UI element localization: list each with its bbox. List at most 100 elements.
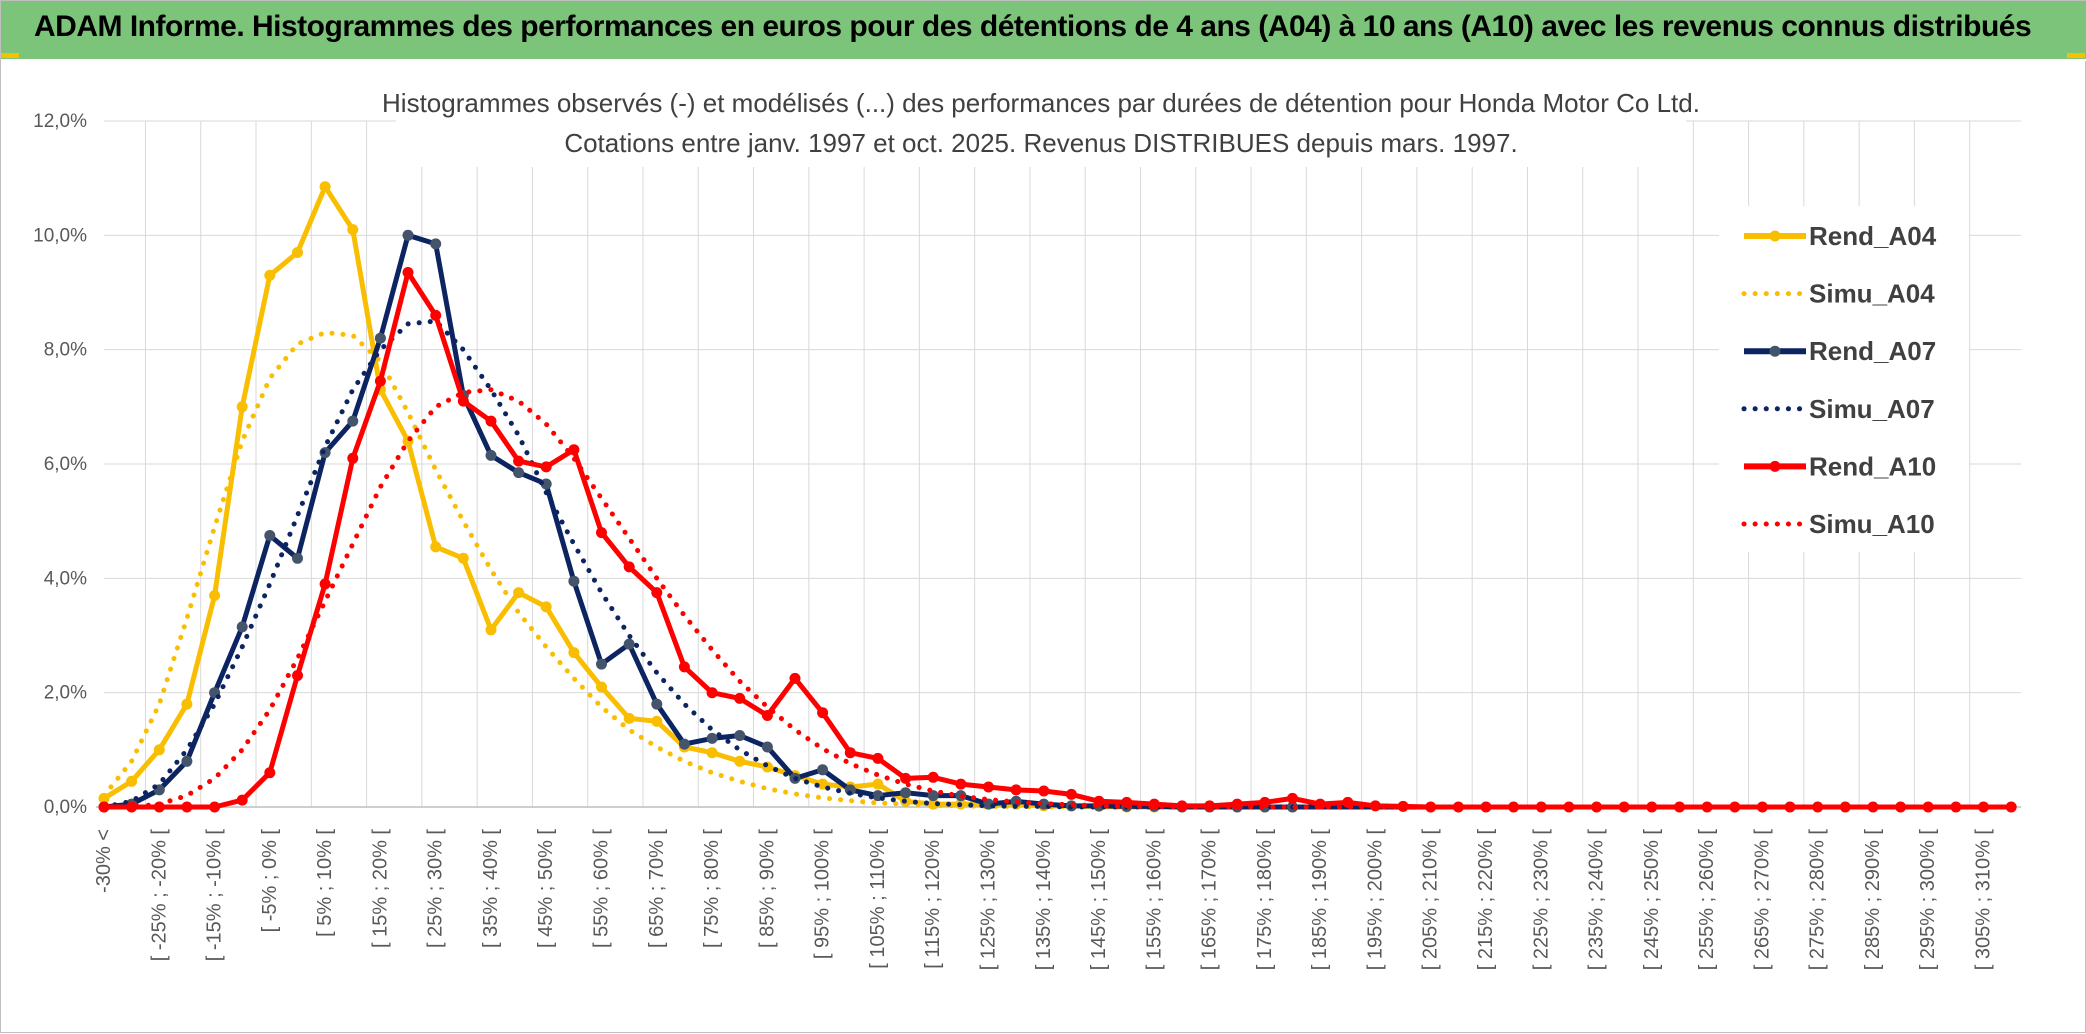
data-point bbox=[540, 461, 552, 473]
data-point bbox=[706, 732, 718, 744]
legend-label: Rend_A07 bbox=[1809, 336, 1936, 366]
x-tick-label: [ 165% ; 170% [ bbox=[1199, 829, 1221, 971]
data-point bbox=[789, 672, 801, 684]
x-tick-label: [ 265% ; 270% [ bbox=[1751, 829, 1773, 971]
axes: 0,0% 2,0% 4,0% 6,0% 8,0% 10,0% 12,0% -30% < [ -2… bbox=[33, 111, 2022, 971]
data-point bbox=[678, 661, 690, 673]
x-tick-label: [ 225% ; 230% [ bbox=[1530, 829, 1552, 971]
x-tick-label: [ 295% ; 300% [ bbox=[1917, 829, 1939, 971]
legend: Rend_A04 Simu_A04 Rend_A07 Simu_A07 Rend_A10… bbox=[1741, 221, 1937, 539]
data-point bbox=[319, 181, 331, 193]
x-tick-label: [ 255% ; 260% [ bbox=[1696, 829, 1718, 971]
x-tick-label: [ 15% ; 20% [ bbox=[369, 829, 391, 948]
data-point bbox=[513, 467, 525, 479]
data-point bbox=[706, 747, 718, 759]
x-tick-label: [ 125% ; 130% [ bbox=[977, 829, 999, 971]
report-title: ADAM Informe. Histogrammes des performan… bbox=[34, 10, 2032, 43]
x-tick-label: [ 175% ; 180% [ bbox=[1254, 829, 1276, 971]
data-point bbox=[568, 647, 580, 659]
data-point bbox=[347, 224, 359, 236]
data-point bbox=[1563, 801, 1575, 813]
data-point bbox=[1784, 801, 1796, 813]
x-tick-label: [ 305% ; 310% [ bbox=[1973, 829, 1995, 971]
data-point bbox=[153, 801, 165, 813]
legend-entry: Rend_A10 bbox=[1744, 451, 1936, 481]
data-point bbox=[1950, 801, 1962, 813]
data-point bbox=[374, 375, 386, 387]
data-point bbox=[872, 778, 884, 790]
data-point bbox=[900, 772, 912, 784]
x-tick-label: [ 205% ; 210% [ bbox=[1420, 829, 1442, 971]
data-point bbox=[983, 781, 994, 793]
x-tick-label: [ 95% ; 100% [ bbox=[812, 829, 834, 960]
x-tick-label: [ 275% ; 280% [ bbox=[1807, 829, 1829, 971]
legend-label: Simu_A10 bbox=[1809, 509, 1935, 539]
legend-entry: Rend_A04 bbox=[1744, 221, 1937, 251]
data-point bbox=[98, 792, 110, 804]
data-point bbox=[623, 561, 635, 573]
legend-label: Simu_A04 bbox=[1809, 279, 1935, 309]
chart-title: Histogrammes observés (-) et modélisés (… bbox=[382, 88, 1700, 118]
data-point bbox=[1618, 801, 1630, 813]
legend-entry: Simu_A10 bbox=[1741, 509, 1935, 539]
x-tick-label: [ 45% ; 50% [ bbox=[535, 829, 557, 948]
x-tick-label: [ 5% ; 10% [ bbox=[314, 829, 336, 937]
data-point bbox=[485, 624, 497, 636]
y-tick-label: 2,0% bbox=[44, 683, 87, 704]
data-point bbox=[126, 801, 138, 813]
data-point bbox=[209, 801, 221, 813]
x-tick-label: [ -5% ; 0% [ bbox=[259, 829, 281, 933]
data-point bbox=[623, 638, 635, 650]
data-point bbox=[596, 658, 607, 670]
x-tick-label: [ 235% ; 240% [ bbox=[1586, 829, 1608, 971]
data-point bbox=[485, 449, 497, 461]
y-tick-label: 0,0% bbox=[44, 797, 87, 818]
data-point bbox=[430, 238, 442, 250]
data-point bbox=[623, 712, 635, 724]
data-point bbox=[292, 670, 303, 681]
series-line bbox=[101, 387, 2014, 810]
data-point bbox=[374, 332, 386, 344]
data-point bbox=[651, 698, 663, 710]
legend-entry: Simu_A07 bbox=[1741, 394, 1935, 424]
data-point bbox=[596, 681, 607, 693]
data-point bbox=[181, 801, 193, 813]
data-point bbox=[292, 247, 303, 258]
legend-background bbox=[1719, 206, 1969, 552]
x-tick-label: [ 135% ; 140% [ bbox=[1033, 829, 1055, 971]
x-tick-label: [ 55% ; 60% [ bbox=[591, 829, 613, 948]
data-point bbox=[927, 771, 939, 783]
banner-accent-right bbox=[2067, 53, 2085, 58]
x-tick-label: [ 65% ; 70% [ bbox=[646, 829, 668, 948]
data-point bbox=[1452, 801, 1464, 813]
chart-subtitle: Cotations entre janv. 1997 et oct. 2025.… bbox=[564, 128, 1517, 158]
data-point bbox=[1729, 801, 1741, 813]
data-point bbox=[872, 752, 884, 764]
data-point bbox=[706, 687, 718, 699]
data-point bbox=[319, 578, 331, 590]
data-point bbox=[236, 401, 248, 413]
data-point bbox=[844, 747, 856, 759]
data-point bbox=[292, 552, 303, 564]
data-point bbox=[126, 775, 138, 787]
y-tick-label: 6,0% bbox=[44, 454, 87, 475]
data-point bbox=[181, 698, 193, 710]
data-point bbox=[540, 601, 552, 613]
x-tick-label: [ 115% ; 120% [ bbox=[922, 829, 944, 969]
data-point bbox=[402, 229, 414, 241]
data-point bbox=[1508, 801, 1520, 813]
data-point bbox=[817, 707, 829, 719]
y-tick-label: 8,0% bbox=[44, 340, 87, 361]
data-point bbox=[347, 415, 359, 427]
data-point bbox=[347, 452, 359, 464]
x-tick-label: [ 215% ; 220% [ bbox=[1475, 829, 1497, 971]
data-point bbox=[430, 309, 442, 321]
x-tick-label: [ 85% ; 90% [ bbox=[756, 829, 778, 948]
series-simu-a10 bbox=[101, 387, 2014, 810]
data-point bbox=[181, 755, 193, 767]
x-tick-label: [ 245% ; 250% [ bbox=[1641, 829, 1663, 971]
data-point bbox=[900, 787, 912, 799]
data-point bbox=[1065, 788, 1077, 800]
